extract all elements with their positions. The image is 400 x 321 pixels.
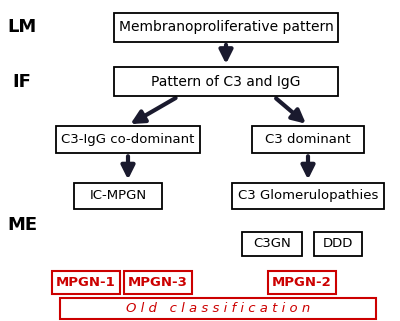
FancyBboxPatch shape xyxy=(74,183,162,209)
Text: ME: ME xyxy=(7,216,37,234)
Text: C3 dominant: C3 dominant xyxy=(265,133,351,146)
FancyBboxPatch shape xyxy=(124,271,192,294)
Text: IC-MPGN: IC-MPGN xyxy=(90,189,146,202)
FancyBboxPatch shape xyxy=(56,126,200,153)
FancyBboxPatch shape xyxy=(60,299,376,319)
Text: MPGN-3: MPGN-3 xyxy=(128,276,188,289)
Text: C3GN: C3GN xyxy=(253,238,291,250)
Text: Membranoproliferative pattern: Membranoproliferative pattern xyxy=(119,20,333,34)
Text: MPGN-1: MPGN-1 xyxy=(56,276,116,289)
Text: O l d   c l a s s i f i c a t i o n: O l d c l a s s i f i c a t i o n xyxy=(126,302,310,315)
Text: DDD: DDD xyxy=(323,238,353,250)
FancyBboxPatch shape xyxy=(314,232,362,256)
Text: LM: LM xyxy=(7,18,37,36)
Text: C3 Glomerulopathies: C3 Glomerulopathies xyxy=(238,189,378,202)
FancyBboxPatch shape xyxy=(242,232,302,256)
FancyBboxPatch shape xyxy=(268,271,336,294)
FancyBboxPatch shape xyxy=(114,13,338,42)
FancyBboxPatch shape xyxy=(232,183,384,209)
Text: C3-IgG co-dominant: C3-IgG co-dominant xyxy=(61,133,195,146)
Text: MPGN-2: MPGN-2 xyxy=(272,276,332,289)
Text: Pattern of C3 and IgG: Pattern of C3 and IgG xyxy=(151,75,301,89)
FancyBboxPatch shape xyxy=(114,67,338,96)
Text: IF: IF xyxy=(12,73,32,91)
FancyBboxPatch shape xyxy=(52,271,120,294)
FancyBboxPatch shape xyxy=(252,126,364,153)
